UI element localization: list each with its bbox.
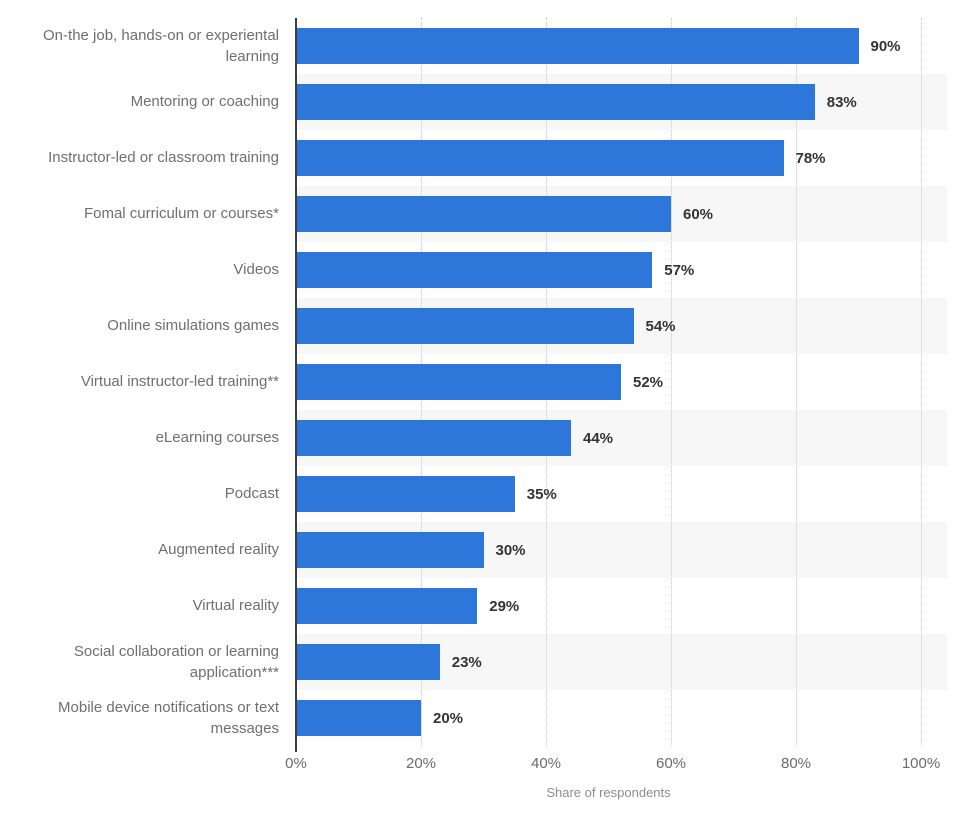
bar-row: On-the job, hands-on or experiental lear… [0,18,947,74]
x-tick-label: 40% [530,755,562,772]
value-label: 44% [583,429,614,447]
bar-row: Podcast 35% [0,466,947,522]
gridline [796,18,797,746]
bar-row: Online simulations games 54% [0,298,947,354]
category-label: Instructor-led or classroom training [48,149,279,167]
bar-row: Virtual instructor-led training** 52% [0,354,947,410]
category-label: Mobile device notifications or text mess… [58,698,279,737]
value-label: 29% [489,597,520,615]
bar [296,644,440,680]
value-label: 60% [683,205,714,223]
bar-row: Fomal curriculum or courses* 60% [0,186,947,242]
value-label: 78% [795,149,826,167]
value-label: 20% [433,709,464,727]
x-tick-label: 60% [655,755,687,772]
value-label: 54% [645,317,676,335]
value-label: 83% [826,93,857,111]
bar [296,420,571,456]
plot-band: 90% [296,18,947,74]
x-tick-label: 80% [780,755,812,772]
plot-band: 35% [296,466,947,522]
category-label: eLearning courses [155,429,279,447]
plot-band: 52% [296,354,947,410]
bar [296,252,653,288]
x-axis-title: Share of respondents [546,785,671,800]
bar [296,140,784,176]
bar [296,28,859,64]
x-axis-ticks: 0% 20% 40% 60% 80% 100% [285,755,940,775]
plot-band: 83% [296,74,947,130]
value-label: 57% [664,261,695,279]
plot-band: 44% [296,410,947,466]
bar [296,364,621,400]
plot-band: 78% [296,130,947,186]
category-label: Virtual reality [192,597,279,615]
value-label: 52% [633,373,664,391]
category-label: Social collaboration or learning applica… [73,642,279,681]
plot-band: 20% [296,690,947,746]
category-label: Fomal curriculum or courses* [83,205,279,223]
plot-band: 54% [296,298,947,354]
bar-row: Instructor-led or classroom training 78% [0,130,947,186]
category-label: Podcast [224,485,279,503]
bar-rows: On-the job, hands-on or experiental lear… [0,18,947,746]
gridline [921,18,922,746]
x-tick-label: 100% [901,755,941,772]
category-label: Videos [233,261,279,279]
bar-row: Virtual reality 29% [0,578,947,634]
bar-row: Mobile device notifications or text mess… [0,690,947,746]
bar-row: Social collaboration or learning applica… [0,634,947,690]
value-label: 23% [451,653,482,671]
plot-band: 29% [296,578,947,634]
category-label: Online simulations games [107,317,279,335]
value-label: 90% [870,37,901,55]
category-label: Mentoring or coaching [130,93,279,111]
category-label: Augmented reality [158,541,279,559]
bar [296,196,671,232]
bar [296,588,478,624]
value-label: 35% [526,485,557,503]
bar [296,532,484,568]
bar-row: Mentoring or coaching 83% [0,74,947,130]
bar [296,84,815,120]
bar-row: Videos 57% [0,242,947,298]
bar-row: eLearning courses 44% [0,410,947,466]
y-axis-line [295,18,297,752]
plot-band: 57% [296,242,947,298]
gridline [671,18,672,746]
category-label: On-the job, hands-on or experiental lear… [43,26,279,65]
x-tick-label: 0% [285,755,307,772]
plot-band: 23% [296,634,947,690]
plot-band: 30% [296,522,947,578]
bar [296,308,634,344]
x-tick-label: 20% [405,755,437,772]
plot-band: 60% [296,186,947,242]
category-label: Virtual instructor-led training** [80,373,279,391]
bar [296,700,421,736]
bar-row: Augmented reality 30% [0,522,947,578]
bar [296,476,515,512]
value-label: 30% [495,541,526,559]
